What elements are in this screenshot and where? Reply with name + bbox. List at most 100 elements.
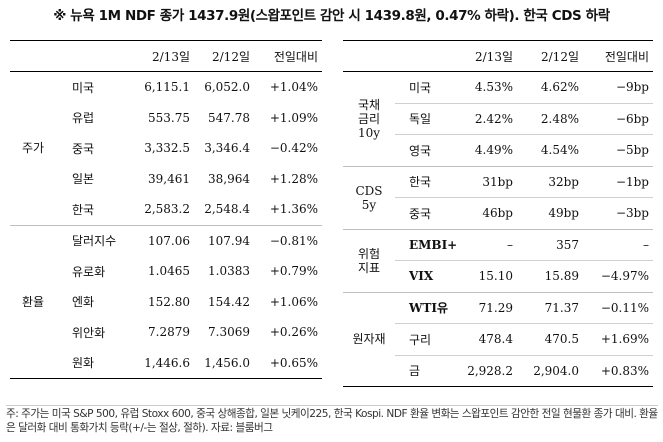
table-row: 유럽 553.75 547.78 +1.09%	[10, 103, 322, 134]
change-value: −0.42%	[269, 141, 318, 156]
value-2-13: 1.0465	[148, 264, 190, 279]
value-2-13: –	[453, 228, 517, 261]
value-2-13: 3,332.5	[144, 141, 190, 156]
change-value: −4.97%	[583, 260, 653, 292]
table-row: 금 2,928.2 2,904.0 +0.83%	[343, 354, 653, 387]
value-2-12: 1.0383	[208, 264, 250, 279]
row-label: 한국	[72, 202, 95, 217]
table-row: 원자재 WTI유 71.29 71.37 −0.11%	[343, 291, 653, 387]
change-value: −0.11%	[583, 291, 653, 324]
value-2-12: 4.54%	[517, 134, 583, 166]
value-2-13: 46bp	[453, 197, 517, 229]
table-row: 독일 2.42% 2.48% −6bp	[343, 102, 653, 135]
header-change: 전일대비	[583, 40, 653, 72]
value-2-13: 2,928.2	[453, 354, 517, 387]
value-2-13: 1,446.6	[128, 347, 194, 379]
row-label: 위안화	[72, 325, 106, 340]
change-value: −3bp	[583, 197, 653, 229]
table-row: 유로화 1.0465 1.0383 +0.79%	[10, 256, 322, 287]
value-2-13: 4.49%	[453, 134, 517, 166]
row-label: 달러지수	[56, 224, 128, 256]
value-2-13: 4.53%	[474, 80, 513, 95]
change-value: +0.65%	[254, 347, 322, 379]
value-2-12: 154.42	[208, 294, 250, 309]
value-2-12: 6,052.0	[204, 80, 250, 95]
group-label: 위험 지표	[343, 228, 395, 292]
value-2-12: 3,346.4	[204, 141, 250, 156]
table-row: 구리 478.4 470.5 +1.69%	[343, 323, 653, 355]
change-value: +0.79%	[269, 264, 318, 279]
row-label: 미국	[409, 80, 432, 95]
table-row: 위험 지표 EMBI+ –357–	[343, 228, 653, 292]
row-label: 중국	[395, 197, 453, 229]
table-row: 환율 달러지수 107.06 107.94 −0.81%	[10, 224, 322, 379]
table-row: 엔화 152.80 154.42 +1.06%	[10, 287, 322, 318]
value-2-12: 1,456.0	[194, 347, 254, 379]
group-label: 원자재	[343, 291, 395, 387]
value-2-12: 4.62%	[540, 80, 579, 95]
table-row: 위안화 7.2879 7.3069 +0.26%	[10, 317, 322, 348]
header-date-13: 2/13일	[453, 40, 517, 72]
value-2-13: 39,461	[148, 171, 190, 186]
table-row: 주가 미국 6,115.1 6,052.0 +1.04%	[10, 72, 322, 155]
change-value: +1.04%	[269, 80, 318, 95]
value-2-13: 31bp	[453, 165, 517, 198]
value-2-12: 107.94	[194, 224, 254, 256]
row-label: 일본	[72, 172, 95, 187]
table-row: CDS 5y 한국 31bp 32bp −1bp	[343, 165, 653, 229]
row-label: 미국	[72, 80, 95, 95]
value-2-13: 553.75	[148, 110, 190, 125]
value-2-12: 49bp	[517, 197, 583, 229]
value-2-13: 107.06	[128, 224, 194, 256]
header-change: 전일대비	[254, 40, 322, 72]
change-value: +1.69%	[583, 323, 653, 355]
change-value: +1.09%	[269, 110, 318, 125]
row-label: 금	[395, 354, 453, 387]
header-date-12: 2/12일	[194, 40, 254, 72]
value-2-12: 7.3069	[208, 325, 250, 340]
value-2-12: 71.37	[517, 291, 583, 324]
row-label: VIX	[395, 260, 453, 292]
row-label: 중국	[72, 141, 95, 156]
row-label: 구리	[395, 323, 453, 355]
row-label: 독일	[395, 102, 453, 135]
row-label: 유럽	[72, 111, 95, 126]
change-value: +1.36%	[269, 202, 318, 217]
value-2-13: 152.80	[148, 294, 190, 309]
value-2-13: 2,583.2	[144, 202, 190, 217]
change-value: +1.06%	[269, 294, 318, 309]
row-label: 엔화	[72, 295, 95, 310]
group-label: CDS 5y	[343, 165, 395, 229]
value-2-13: 15.10	[453, 260, 517, 292]
header-date-12: 2/12일	[517, 40, 583, 72]
value-2-13: 478.4	[453, 323, 517, 355]
row-label: 유로화	[72, 264, 106, 279]
value-2-13: 2.42%	[453, 102, 517, 135]
table-row: 중국 46bp 49bp −3bp	[343, 197, 653, 229]
table-row: 영국 4.49% 4.54% −5bp	[343, 134, 653, 166]
value-2-12: 32bp	[517, 165, 583, 198]
group-label: 환율	[10, 224, 56, 379]
row-label: WTI유	[395, 291, 453, 324]
page-title: ※ 뉴욕 1M NDF 종가 1437.9원(스왑포인트 감안 시 1439.8…	[53, 8, 610, 24]
group-label: 국채 금리 10y	[357, 97, 381, 140]
change-value: −5bp	[583, 134, 653, 166]
table-row: 중국 3,332.5 3,346.4 −0.42%	[10, 133, 322, 164]
table-row: 국채 금리 10y 미국 4.53% 4.62% −9bp	[343, 72, 653, 139]
right-market-table: 2/13일 2/12일 전일대비 국채 금리 10y 미국 4.53% 4.62% −9…	[343, 40, 653, 387]
change-value: −0.81%	[254, 224, 322, 256]
row-label: 영국	[395, 134, 453, 166]
group-label: 주가	[21, 141, 45, 156]
change-value: −6bp	[583, 102, 653, 135]
value-2-12: 2.48%	[517, 102, 583, 135]
change-value: −1bp	[583, 165, 653, 198]
value-2-12: 547.78	[208, 110, 250, 125]
change-value: +0.26%	[269, 325, 318, 340]
value-2-13: 6,115.1	[144, 80, 190, 95]
table-row: 원화 1,446.6 1,456.0 +0.65%	[10, 347, 322, 379]
value-2-12: 470.5	[517, 323, 583, 355]
right-header-row: 2/13일 2/12일 전일대비	[343, 40, 653, 72]
footnote: 주: 주가는 미국 S&P 500, 유럽 Stoxx 600, 중국 상해종합…	[6, 405, 658, 435]
left-header-row: 2/13일 2/12일 전일대비	[10, 40, 322, 72]
value-2-13: 7.2879	[148, 325, 190, 340]
